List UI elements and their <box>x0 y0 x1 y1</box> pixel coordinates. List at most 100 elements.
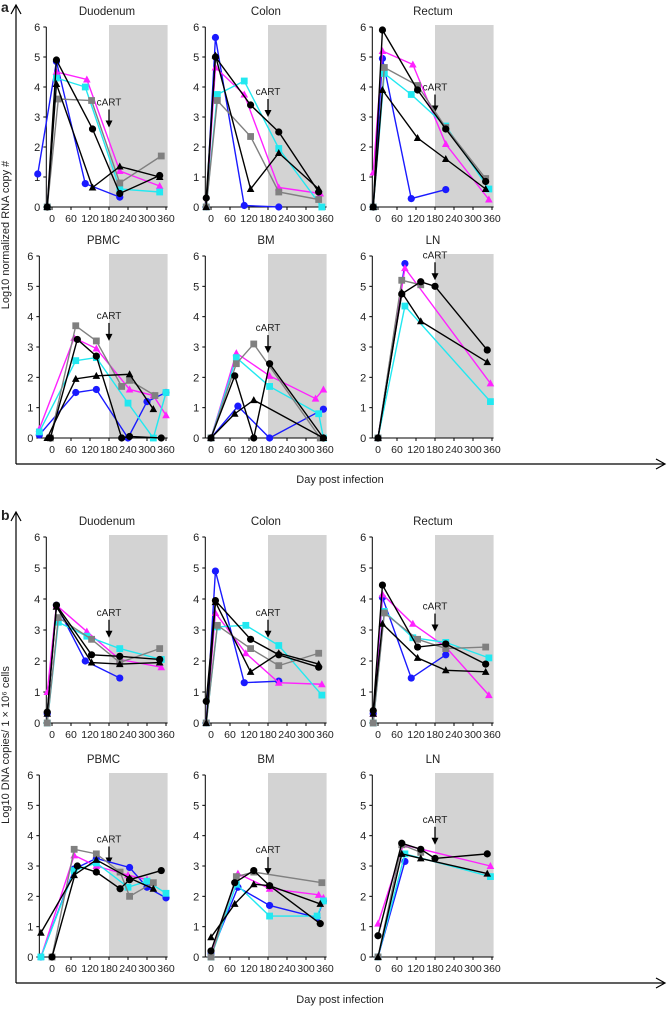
series-line-black_triangle <box>210 399 324 439</box>
data-point <box>374 932 382 940</box>
x-tick-label: 0 <box>208 444 214 456</box>
data-point <box>413 643 422 651</box>
data-point <box>416 854 425 862</box>
cart-shaded-region <box>435 535 494 723</box>
x-tick-label: 360 <box>483 963 501 975</box>
y-tick-label: 1 <box>360 403 366 415</box>
data-point <box>487 398 494 405</box>
data-point <box>125 370 134 378</box>
series-black_triangle <box>43 370 158 441</box>
series-black_circle <box>374 839 491 940</box>
data-point <box>157 152 165 160</box>
data-point <box>275 642 283 649</box>
x-tick-label: 180 <box>259 213 277 225</box>
y-tick-label: 4 <box>27 312 33 324</box>
y-tick-label: 3 <box>27 342 33 354</box>
x-tick-label: 360 <box>483 444 501 456</box>
x-tick-label: 60 <box>65 963 77 975</box>
data-point <box>37 953 45 961</box>
cart-label: cART <box>97 98 122 109</box>
y-tick-label: 2 <box>193 656 199 668</box>
data-point <box>116 885 124 893</box>
data-point <box>315 410 323 418</box>
data-point <box>207 933 215 941</box>
data-point <box>125 385 134 393</box>
subplot-title: PBMC <box>87 754 120 766</box>
x-tick-label: 240 <box>278 729 296 741</box>
data-point <box>43 719 51 727</box>
data-point <box>397 849 406 857</box>
y-tick-label: 6 <box>34 532 40 544</box>
y-tick-label: 4 <box>193 312 199 324</box>
data-point <box>43 203 52 210</box>
y-tick-label: 5 <box>193 52 199 64</box>
data-point <box>409 619 417 627</box>
y-tick-label: 1 <box>193 922 199 934</box>
data-point <box>73 862 81 870</box>
y-tick-label: 0 <box>360 202 366 214</box>
data-point <box>124 883 132 891</box>
x-tick-label: 360 <box>316 444 334 456</box>
y-tick-label: 6 <box>193 251 199 263</box>
data-point <box>207 947 215 955</box>
data-point <box>157 434 165 442</box>
data-point <box>87 658 96 666</box>
y-tick-label: 2 <box>360 372 366 384</box>
y-tick-label: 4 <box>360 82 366 94</box>
series-black_triangle <box>43 80 164 210</box>
x-tick-label: 360 <box>483 729 501 741</box>
y-tick-label: 2 <box>360 142 366 154</box>
data-point <box>442 651 450 659</box>
cart-shaded-region <box>268 254 327 438</box>
data-point <box>414 635 421 643</box>
data-point <box>81 180 89 188</box>
y-tick-label: 1 <box>360 687 366 699</box>
data-point <box>116 189 124 198</box>
data-point <box>92 855 101 863</box>
data-point <box>70 871 78 879</box>
data-point <box>242 621 250 629</box>
data-point <box>207 434 215 441</box>
subplot-title: PBMC <box>87 235 120 247</box>
cart-shaded-region <box>109 254 168 438</box>
y-tick-label: 4 <box>193 594 199 606</box>
data-point <box>431 854 439 863</box>
data-point <box>162 389 170 396</box>
subplot-title: Rectum <box>413 516 453 528</box>
y-tick-label: 3 <box>34 112 40 124</box>
series-black_triangle <box>207 396 328 441</box>
data-point <box>249 880 258 888</box>
cart-label: cART <box>97 608 122 619</box>
data-point <box>52 80 61 87</box>
subplot-title: Rectum <box>413 6 453 18</box>
series-line-gray <box>210 871 322 958</box>
data-point <box>116 652 124 660</box>
data-point <box>378 47 387 54</box>
data-point <box>125 863 134 872</box>
x-tick-label: 0 <box>49 963 55 975</box>
cart-arrow-icon <box>264 346 272 354</box>
data-point <box>275 188 283 196</box>
data-point <box>482 177 490 186</box>
x-tick-label: 180 <box>100 444 118 456</box>
y-tick-label: 3 <box>193 112 199 124</box>
x-tick-label: 0 <box>208 729 214 741</box>
data-point <box>318 680 326 688</box>
data-point <box>234 402 242 410</box>
y-tick-label: 5 <box>27 281 33 293</box>
data-point <box>43 709 52 717</box>
data-point <box>378 581 387 589</box>
x-tick-label: 180 <box>426 444 444 456</box>
data-point <box>275 145 283 152</box>
x-tick-label: 120 <box>81 729 99 741</box>
cart-shaded-region <box>268 535 327 723</box>
x-tick-label: 180 <box>259 729 277 741</box>
data-point <box>378 26 387 34</box>
x-tick-label: 180 <box>100 963 118 975</box>
y-tick-label: 3 <box>360 342 366 354</box>
data-point <box>213 97 221 104</box>
x-tick-label: 120 <box>407 444 425 456</box>
x-tick-label: 300 <box>464 444 482 456</box>
series-line-black_triangle <box>377 853 488 958</box>
data-point <box>413 86 422 94</box>
